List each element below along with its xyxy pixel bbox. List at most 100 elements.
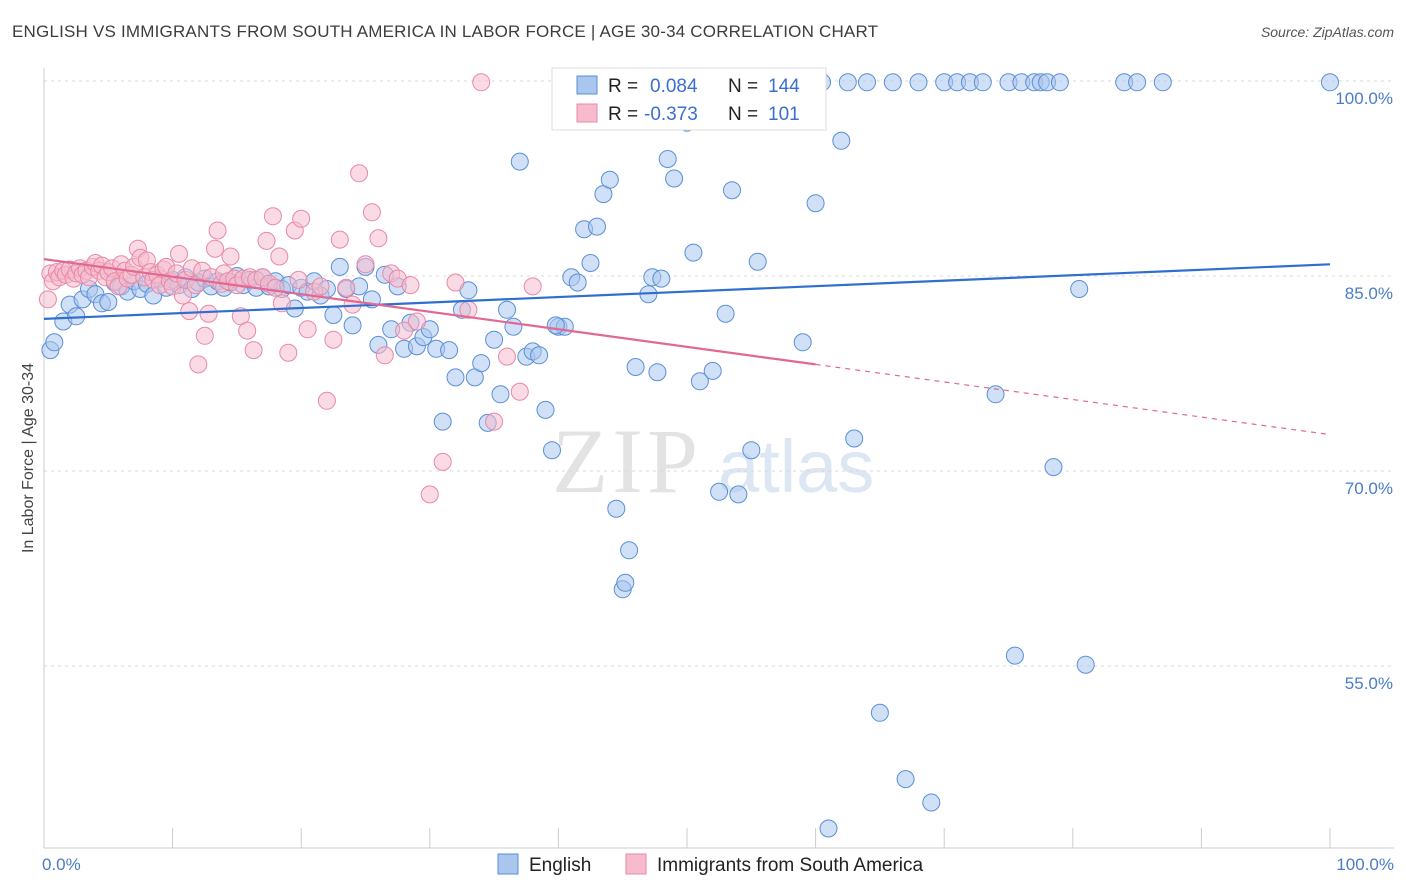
- legend-r-label-english: R =: [608, 76, 638, 97]
- english-point: [1128, 73, 1147, 92]
- english-point: [343, 316, 362, 335]
- english-point: [1070, 280, 1089, 298]
- english-point: [973, 73, 992, 92]
- immigrant-point: [350, 164, 369, 183]
- english-point: [896, 770, 915, 789]
- english-point: [626, 358, 645, 376]
- english-point: [543, 441, 561, 460]
- english-point: [99, 293, 118, 311]
- bottom-legend-label-immigrants: Immigrants from South America: [657, 855, 924, 876]
- y-tick-label: 85.0%: [1345, 284, 1393, 303]
- english-point: [665, 169, 684, 188]
- english-point: [530, 346, 549, 365]
- english-point: [510, 152, 529, 171]
- legend-n-label-english: N =: [728, 76, 758, 97]
- english-point: [922, 793, 941, 812]
- immigrant-point: [446, 273, 465, 292]
- legend-n-label-immigrants: N =: [728, 104, 758, 125]
- english-point: [870, 703, 889, 722]
- english-point: [446, 368, 465, 387]
- english-point: [324, 306, 343, 324]
- english-point: [1321, 73, 1339, 92]
- immigrant-point: [311, 277, 330, 296]
- immigrant-point: [38, 290, 57, 309]
- bottom-legend-swatch-immigrants: [625, 853, 647, 875]
- immigrant-point: [170, 244, 188, 263]
- english-point: [588, 217, 606, 236]
- english-point: [909, 73, 928, 92]
- immigrant-point: [375, 346, 394, 365]
- english-point: [858, 73, 876, 92]
- english-point: [742, 441, 761, 460]
- english-point: [648, 363, 667, 382]
- immigrant-point: [523, 277, 542, 296]
- immigrant-point: [407, 312, 426, 331]
- legend-r-label-immigrants: R =: [608, 104, 638, 125]
- english-point: [498, 300, 516, 319]
- chart-source: Source: ZipAtlas.com: [1260, 24, 1394, 40]
- immigrant-point: [337, 278, 356, 297]
- english-point: [819, 819, 838, 838]
- y-tick-label: 70.0%: [1345, 479, 1393, 498]
- english-point: [793, 333, 812, 352]
- english-point: [845, 429, 864, 448]
- immigrant-point: [257, 231, 276, 250]
- immigrants-trend-line: [43, 258, 816, 366]
- immigrant-point: [369, 229, 388, 248]
- bottom-legend-label-english: English: [529, 855, 591, 876]
- english-point: [716, 304, 735, 323]
- legend-n-value-english: 144: [768, 76, 800, 97]
- legend-r-value-english: 0.084: [650, 76, 698, 97]
- x-tick-label-min: 0.0%: [42, 855, 81, 874]
- immigrant-point: [206, 239, 224, 258]
- immigrant-point: [180, 302, 199, 321]
- english-point: [620, 541, 639, 560]
- english-point: [1076, 655, 1095, 674]
- english-point: [536, 400, 555, 419]
- english-point: [581, 254, 600, 272]
- legend-n-value-immigrants: 101: [768, 104, 800, 125]
- immigrant-point: [289, 270, 308, 289]
- legend-r-value-immigrants: -0.373: [644, 104, 698, 125]
- english-point: [440, 341, 459, 360]
- english-point: [1044, 458, 1063, 477]
- immigrant-point: [510, 382, 529, 401]
- immigrant-point: [270, 247, 289, 266]
- chart-title: ENGLISH VS IMMIGRANTS FROM SOUTH AMERICA…: [12, 22, 879, 41]
- immigrant-point: [498, 347, 516, 366]
- english-point: [832, 131, 851, 150]
- immigrant-point: [195, 326, 214, 345]
- english-point: [748, 252, 767, 271]
- immigrant-point: [356, 255, 375, 274]
- immigrant-point: [433, 452, 452, 471]
- english-point: [330, 257, 349, 276]
- legend-box: R = 0.084 N = 144 R = -0.373 N = 101: [551, 67, 827, 131]
- english-point: [986, 385, 1005, 404]
- english-point: [1050, 73, 1069, 92]
- english-point: [568, 273, 587, 292]
- y-tick-label: 100.0%: [1335, 89, 1393, 108]
- english-point: [600, 170, 619, 189]
- legend-swatch-english: [576, 75, 598, 95]
- immigrant-point: [263, 207, 282, 226]
- english-point: [684, 243, 703, 262]
- english-point: [838, 73, 857, 92]
- immigrant-point: [472, 73, 491, 92]
- x-tick-label-max: 100.0%: [1336, 855, 1394, 874]
- immigrant-point: [485, 412, 504, 431]
- bottom-legend: English Immigrants from South America: [497, 853, 924, 876]
- legend-swatch-immigrants: [576, 103, 598, 123]
- immigrant-point: [401, 276, 420, 295]
- english-point: [723, 181, 741, 200]
- english-point: [504, 317, 523, 336]
- watermark-zip: ZIP: [552, 410, 702, 512]
- english-point: [45, 333, 64, 352]
- immigrant-point: [330, 230, 349, 249]
- trend-lines: [43, 258, 1331, 436]
- immigrant-point: [244, 341, 263, 360]
- english-point: [546, 316, 565, 335]
- bottom-legend-swatch-english: [497, 853, 519, 875]
- immigrant-point: [324, 330, 343, 349]
- immigrant-point: [208, 221, 227, 240]
